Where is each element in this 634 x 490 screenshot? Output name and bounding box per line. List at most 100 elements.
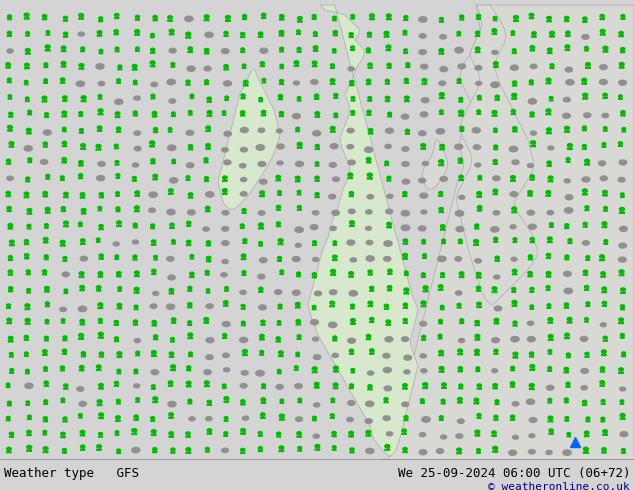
Ellipse shape [584,17,586,19]
Polygon shape [387,449,388,451]
Ellipse shape [514,352,517,354]
Ellipse shape [299,97,301,99]
Ellipse shape [81,256,87,261]
Polygon shape [406,196,407,197]
Ellipse shape [99,384,101,386]
Ellipse shape [456,226,464,232]
Polygon shape [83,100,84,102]
Ellipse shape [530,365,533,368]
Polygon shape [551,226,552,227]
Polygon shape [621,67,623,69]
Polygon shape [462,353,463,355]
Ellipse shape [333,241,335,243]
Ellipse shape [493,62,496,65]
Ellipse shape [422,273,424,274]
Ellipse shape [243,254,245,256]
Ellipse shape [81,445,82,448]
Ellipse shape [191,145,193,147]
Ellipse shape [314,241,316,243]
Ellipse shape [314,62,317,64]
Ellipse shape [44,381,46,384]
Ellipse shape [550,318,553,320]
Ellipse shape [548,272,551,274]
Ellipse shape [279,369,281,371]
Polygon shape [83,370,84,371]
Polygon shape [281,308,282,309]
Ellipse shape [496,95,498,97]
Polygon shape [349,225,351,227]
Ellipse shape [352,46,353,48]
Ellipse shape [511,367,513,368]
Ellipse shape [566,398,567,400]
Ellipse shape [420,321,427,326]
Ellipse shape [47,31,49,32]
Ellipse shape [404,192,406,193]
Bar [568,354,569,357]
Ellipse shape [423,240,424,241]
Polygon shape [48,306,49,307]
Ellipse shape [459,175,461,178]
Ellipse shape [604,350,606,353]
Ellipse shape [44,113,46,115]
Polygon shape [102,53,103,54]
Ellipse shape [404,78,406,81]
Ellipse shape [335,336,337,339]
Bar [441,162,442,164]
Polygon shape [29,213,30,215]
Bar [99,127,100,130]
Polygon shape [282,244,283,245]
Polygon shape [351,114,352,115]
Ellipse shape [512,436,519,439]
Ellipse shape [368,48,370,50]
Ellipse shape [349,291,358,296]
Polygon shape [425,339,426,341]
Ellipse shape [262,191,264,194]
Ellipse shape [551,429,553,432]
Ellipse shape [349,192,351,194]
Polygon shape [586,194,588,196]
Ellipse shape [206,304,213,308]
Ellipse shape [621,318,623,321]
Ellipse shape [334,241,335,243]
Ellipse shape [115,382,117,384]
Polygon shape [495,66,496,68]
Polygon shape [586,210,588,211]
Bar [332,80,333,83]
Bar [316,96,317,98]
Bar [171,434,172,436]
Ellipse shape [117,173,119,175]
Ellipse shape [168,16,170,19]
Ellipse shape [492,338,500,343]
Ellipse shape [256,145,264,150]
Bar [280,353,281,355]
Bar [567,33,568,35]
Polygon shape [318,98,319,100]
Polygon shape [600,371,601,372]
Polygon shape [550,132,552,134]
Ellipse shape [387,305,389,307]
Ellipse shape [224,131,231,136]
Polygon shape [210,433,212,435]
Ellipse shape [620,432,628,437]
Ellipse shape [99,49,101,51]
Bar [368,336,369,339]
Ellipse shape [492,111,495,114]
Ellipse shape [442,383,444,386]
Ellipse shape [444,383,446,386]
Ellipse shape [242,321,243,323]
Ellipse shape [119,272,121,274]
Polygon shape [97,35,98,36]
Ellipse shape [515,127,517,129]
Polygon shape [262,66,263,67]
Ellipse shape [568,433,569,434]
Ellipse shape [80,320,82,322]
Ellipse shape [370,32,372,35]
Ellipse shape [100,400,102,403]
Polygon shape [463,130,464,132]
Ellipse shape [384,398,386,400]
Ellipse shape [263,413,265,416]
Ellipse shape [390,270,392,272]
Ellipse shape [245,350,247,353]
Ellipse shape [622,208,624,210]
Bar [26,241,27,244]
